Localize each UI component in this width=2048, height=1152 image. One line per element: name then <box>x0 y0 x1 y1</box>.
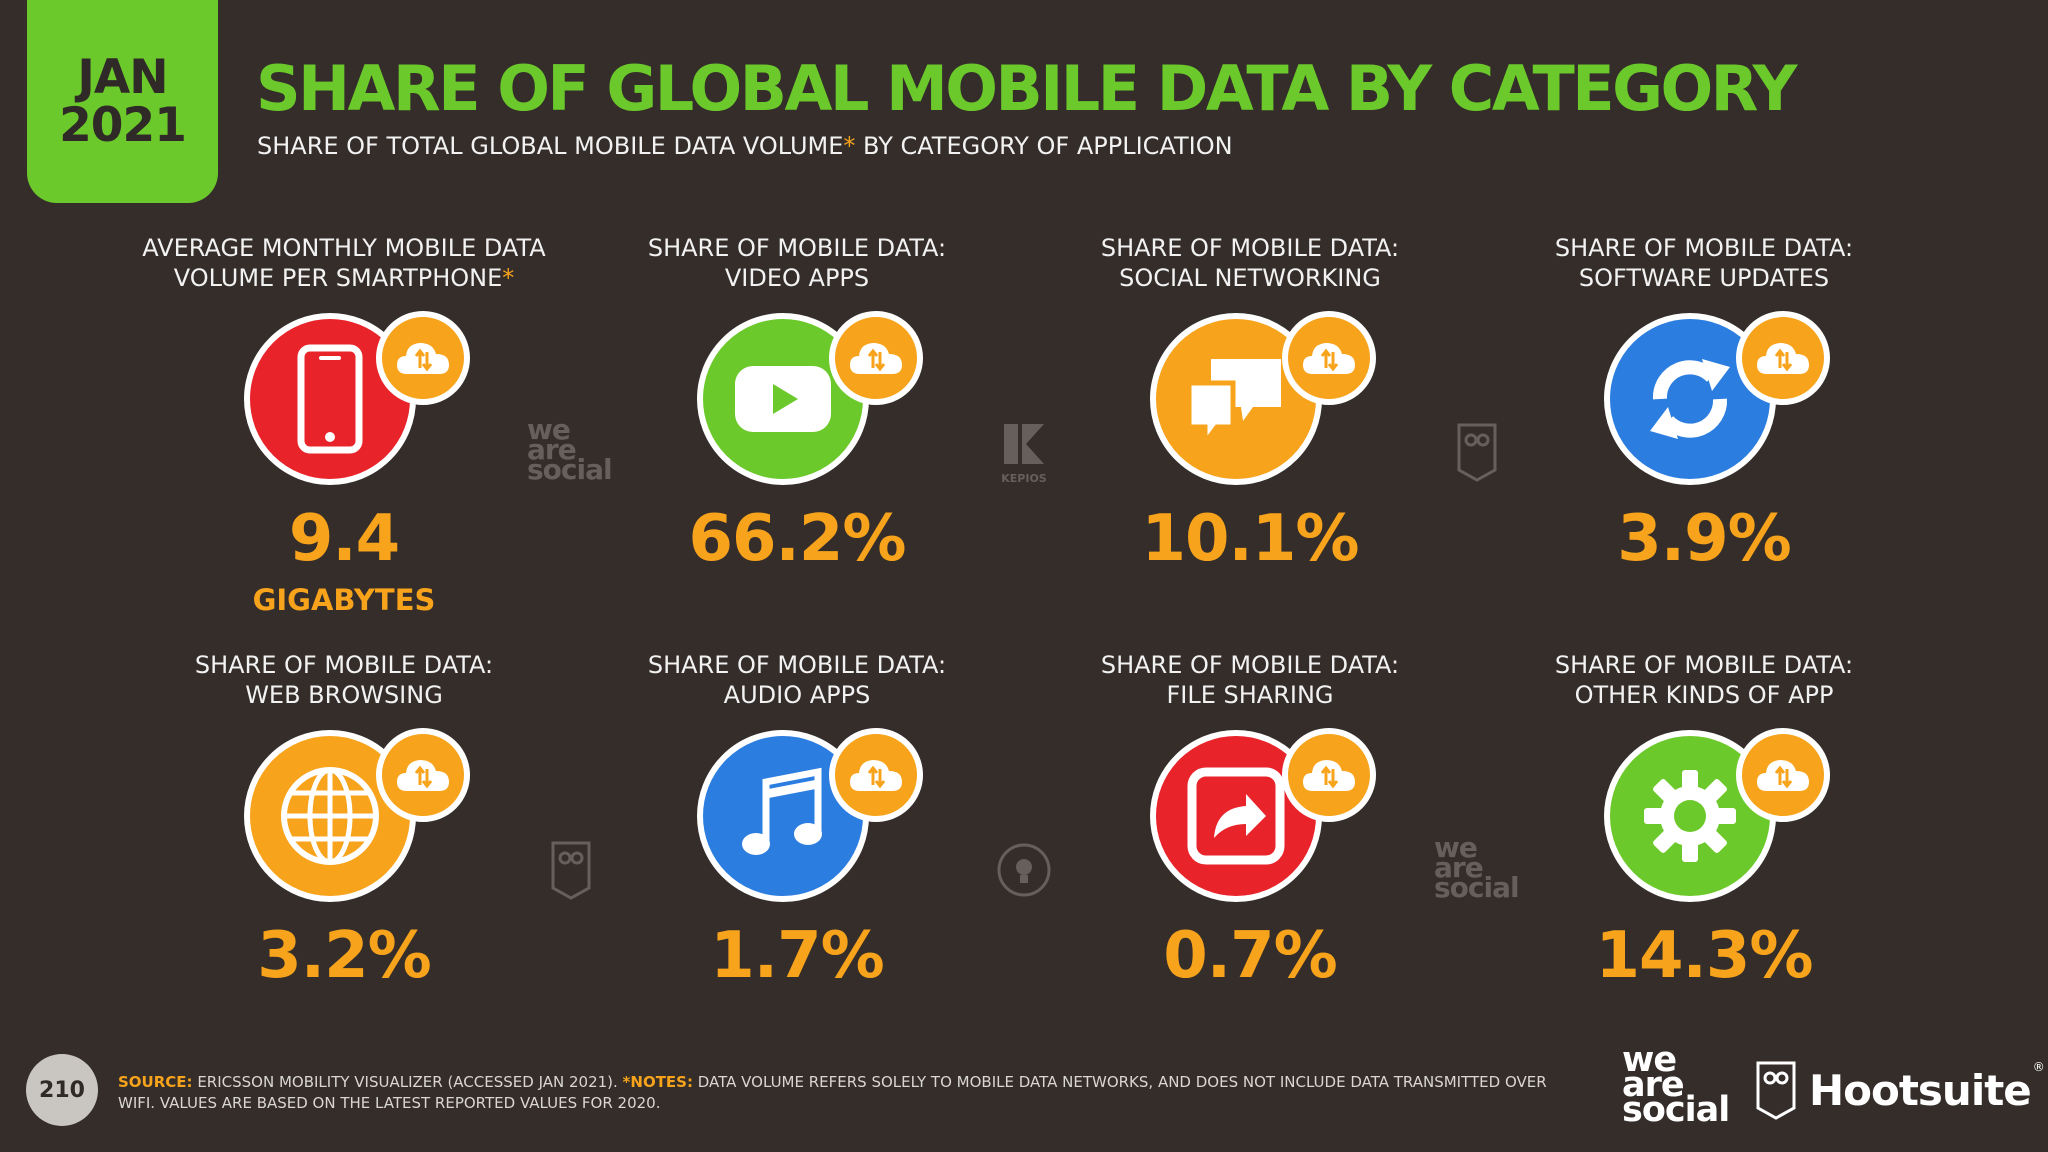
we-are-social-logo: we are social <box>1622 1040 1730 1130</box>
cloud-transfer-icon <box>1282 728 1376 822</box>
icon-group <box>1584 728 1830 908</box>
stat-card-web-browsing: SHARE OF MOBILE DATA: WEB BROWSING 3.2% <box>124 650 564 988</box>
gear-icon <box>1604 730 1776 902</box>
watermark-kepios: KEPIOS <box>1000 420 1048 485</box>
source-note: SOURCE: ERICSSON MOBILITY VISUALIZER (AC… <box>118 1073 1547 1112</box>
stat-value: 3.2% <box>257 919 432 993</box>
card-label: SHARE OF MOBILE DATA: WEB BROWSING <box>194 651 494 709</box>
stat-card-audio-apps: SHARE OF MOBILE DATA: AUDIO APPS 1.7% <box>577 650 1017 988</box>
card-label: SHARE OF MOBILE DATA: FILE SHARING <box>1100 651 1400 709</box>
card-label: SHARE OF MOBILE DATA: AUDIO APPS <box>647 651 947 709</box>
cloud-transfer-icon <box>1736 311 1830 405</box>
icon-group <box>224 311 470 491</box>
icon-group <box>1584 311 1830 491</box>
card-label: SHARE OF MOBILE DATA: SOFTWARE UPDATES <box>1554 234 1854 292</box>
video-play-icon <box>697 313 869 485</box>
stat-value: 1.7% <box>710 919 885 993</box>
hootsuite-logo: Hootsuite ® <box>1755 1060 2045 1120</box>
date-year: 2021 <box>59 97 187 153</box>
watermark-hootsuite-owl <box>550 840 592 904</box>
icon-group <box>1130 311 1376 491</box>
watermark-lightbulb <box>996 842 1052 902</box>
stat-card-video-apps: SHARE OF MOBILE DATA: VIDEO APPS 66.2% <box>577 233 1017 571</box>
lightbulb-icon <box>997 843 1051 897</box>
cloud-transfer-icon <box>376 728 470 822</box>
icon-group <box>224 728 470 908</box>
card-label: SHARE OF MOBILE DATA: OTHER KINDS OF APP <box>1554 651 1854 709</box>
stat-value: 66.2% <box>688 502 906 576</box>
watermark-we-are-social: we are social <box>1434 831 1520 904</box>
stat-card-software-updates: SHARE OF MOBILE DATA: SOFTWARE UPDATES 3… <box>1484 233 1924 571</box>
cloud-transfer-icon <box>1736 728 1830 822</box>
card-label: SHARE OF MOBILE DATA: VIDEO APPS <box>647 234 947 292</box>
stat-card-other-apps: SHARE OF MOBILE DATA: OTHER KINDS OF APP… <box>1484 650 1924 988</box>
icon-group <box>677 728 923 908</box>
page-title: SHARE OF GLOBAL MOBILE DATA BY CATEGORY <box>256 52 1797 125</box>
stat-value: 9.4 <box>288 502 400 576</box>
icon-group <box>1130 728 1376 908</box>
watermark-we-are-social: we are social <box>527 413 613 486</box>
kepios-logo-icon <box>1004 424 1044 464</box>
stat-card-social-networking: SHARE OF MOBILE DATA: SOCIAL NETWORKING … <box>1030 233 1470 571</box>
stat-card-avg-data-volume: AVERAGE MONTHLY MOBILE DATA VOLUME PER S… <box>124 233 564 617</box>
stat-unit: GIGABYTES <box>252 583 436 617</box>
date-month: JAN <box>77 49 168 105</box>
card-label: SHARE OF MOBILE DATA: SOCIAL NETWORKING <box>1100 234 1400 292</box>
stat-value: 10.1% <box>1141 502 1359 576</box>
card-label: AVERAGE MONTHLY MOBILE DATA VOLUME PER S… <box>142 234 546 292</box>
stat-value: 0.7% <box>1163 919 1338 993</box>
owl-icon <box>1756 1061 1796 1120</box>
date-badge: JAN 2021 <box>27 0 218 203</box>
cloud-transfer-icon <box>829 311 923 405</box>
owl-icon <box>1457 423 1497 482</box>
stat-value: 3.9% <box>1617 502 1792 576</box>
cloud-transfer-icon <box>829 728 923 822</box>
cloud-transfer-icon <box>1282 311 1376 405</box>
watermark-hootsuite-owl <box>1456 422 1498 486</box>
icon-group <box>677 311 923 491</box>
owl-icon <box>551 841 591 900</box>
page-number: 210 <box>26 1054 98 1126</box>
cloud-transfer-icon <box>376 311 470 405</box>
page-subtitle: SHARE OF TOTAL GLOBAL MOBILE DATA VOLUME… <box>257 132 1233 160</box>
stat-value: 14.3% <box>1595 919 1813 993</box>
stat-card-file-sharing: SHARE OF MOBILE DATA: FILE SHARING 0.7% <box>1030 650 1470 988</box>
